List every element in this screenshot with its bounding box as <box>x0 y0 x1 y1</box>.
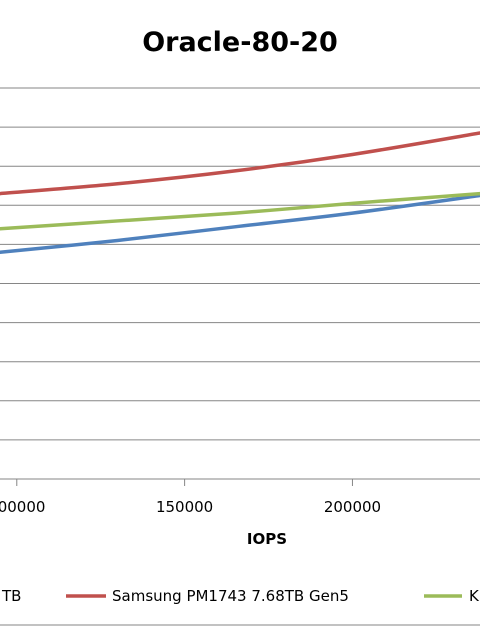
legend-label: K <box>469 587 480 605</box>
legend-label: TB <box>1 587 21 605</box>
x-axis-title: IOPS <box>247 530 287 548</box>
series-line-1 <box>0 131 480 196</box>
x-tick-label: 150000 <box>156 498 213 516</box>
legend-label: Samsung PM1743 7.68TB Gen5 <box>112 587 349 605</box>
series-lines <box>0 131 480 254</box>
gridlines <box>0 87 480 441</box>
series-line-0 <box>0 193 480 254</box>
x-tick-label: 100000 <box>0 498 45 516</box>
x-axis-ticks: 100000 150000 200000 <box>0 479 381 516</box>
x-tick-label: 200000 <box>324 498 381 516</box>
legend: TB Samsung PM1743 7.68TB Gen5 K <box>1 587 480 605</box>
chart-title: Oracle-80-20 <box>142 27 338 58</box>
series-line-2 <box>0 191 480 231</box>
